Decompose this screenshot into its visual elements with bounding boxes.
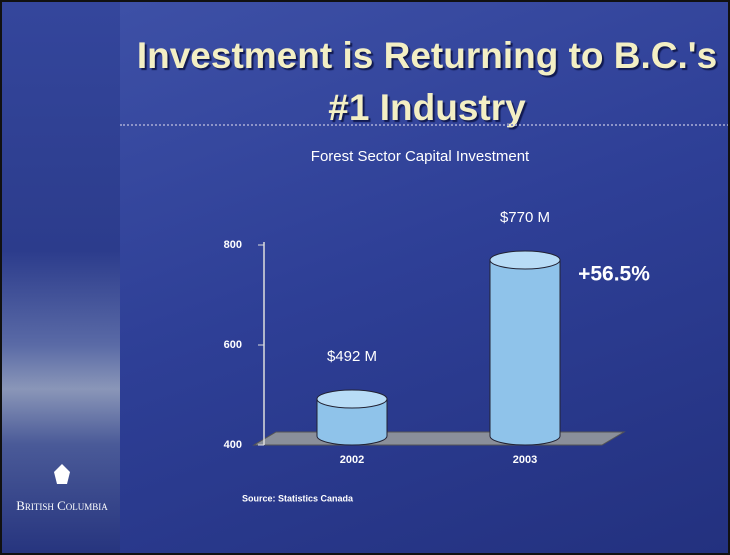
bar-top xyxy=(489,250,561,270)
bar-top xyxy=(316,389,388,409)
annotation: +56.5% xyxy=(578,263,650,286)
y-tick-label: 800 xyxy=(224,239,242,251)
source: Source: Statistics Canada xyxy=(242,493,354,503)
x-tick-label: 2003 xyxy=(513,454,537,466)
chart-subtitle: Forest Sector Capital Investment xyxy=(311,148,530,165)
bar xyxy=(316,398,388,446)
x-tick-label: 2002 xyxy=(340,454,364,466)
slide-title: Investment is Returning to B.C.'s #1 Ind… xyxy=(136,35,718,128)
logo-crest xyxy=(54,464,70,484)
logo-text: British Columbia xyxy=(16,498,108,513)
y-tick-label: 400 xyxy=(224,439,242,451)
value-label: $492 M xyxy=(327,348,377,365)
title-rule xyxy=(120,124,728,126)
bar xyxy=(489,259,561,446)
side-image xyxy=(2,2,120,553)
value-label: $770 M xyxy=(500,209,550,226)
floor xyxy=(252,431,626,446)
y-tick-label: 600 xyxy=(224,339,242,351)
